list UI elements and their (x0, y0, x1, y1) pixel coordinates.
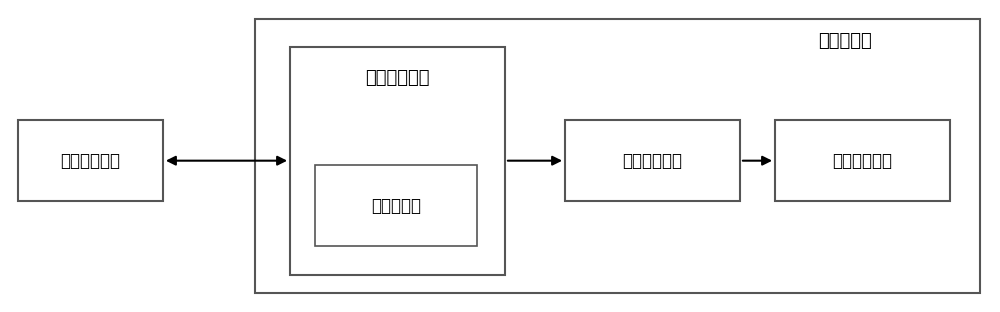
Text: 计算机系统: 计算机系统 (818, 32, 872, 50)
Text: 预处理模块: 预处理模块 (371, 197, 421, 215)
Bar (565, 120, 740, 201)
Text: 图像处理模块: 图像处理模块 (365, 69, 430, 87)
Text: 图像获取单元: 图像获取单元 (60, 152, 120, 170)
Bar (18, 120, 163, 201)
Text: 温度预测模块: 温度预测模块 (622, 152, 682, 170)
Text: 终点预测模块: 终点预测模块 (832, 152, 893, 170)
Bar (255, 19, 980, 293)
Bar (290, 47, 505, 275)
Bar (775, 120, 950, 201)
Bar (315, 165, 477, 246)
